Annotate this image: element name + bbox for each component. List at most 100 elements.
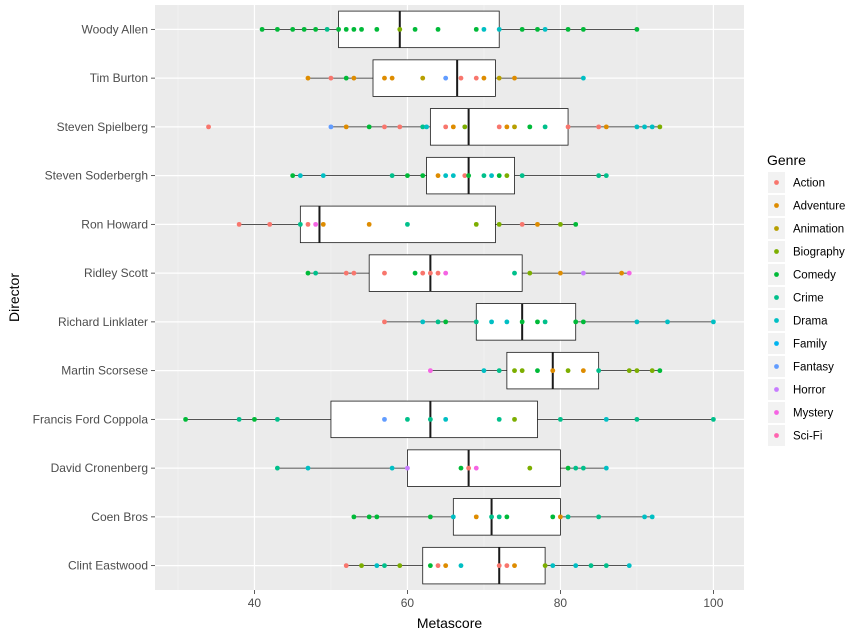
data-point [435, 173, 441, 179]
data-point [504, 173, 510, 179]
data-point [305, 465, 311, 471]
data-point [649, 514, 655, 520]
y-tick-label: Woody Allen [82, 22, 149, 36]
data-point [558, 221, 563, 227]
data-point [389, 465, 395, 471]
legend-label: Drama [793, 316, 828, 328]
data-point [565, 465, 571, 471]
data-point [711, 319, 716, 325]
data-point [550, 368, 556, 374]
data-point [420, 270, 426, 276]
data-point [565, 368, 571, 374]
data-point [466, 173, 472, 179]
data-point [420, 124, 426, 130]
data-point [366, 124, 372, 130]
legend-label: Crime [793, 293, 824, 305]
data-point [236, 221, 242, 227]
data-point [481, 368, 487, 374]
data-point [550, 514, 556, 520]
data-point [290, 26, 296, 32]
data-point [427, 514, 433, 520]
data-point [313, 221, 319, 227]
data-point [496, 173, 502, 179]
data-point [642, 124, 647, 130]
data-point [458, 563, 464, 569]
data-point [542, 26, 548, 32]
data-point [519, 173, 525, 179]
x-tick-label: 80 [554, 596, 568, 610]
legend-swatch [774, 341, 779, 346]
data-point [351, 26, 357, 32]
legend: Genre Action Adventure Animation Biography C… [767, 152, 845, 446]
data-point [405, 465, 410, 471]
legend-label: Family [793, 339, 827, 351]
data-point [626, 368, 632, 374]
data-point [580, 75, 586, 81]
legend-label: Comedy [793, 270, 836, 282]
data-point [481, 26, 487, 32]
legend-label: Biography [793, 247, 845, 259]
data-point [580, 26, 586, 32]
box-iqr [422, 546, 546, 585]
data-point [397, 26, 403, 32]
data-point [473, 465, 479, 471]
data-point [542, 319, 548, 325]
data-point [512, 416, 517, 422]
legend-swatch [774, 295, 779, 300]
data-point [462, 124, 468, 130]
data-point [274, 416, 280, 422]
data-point [343, 75, 349, 81]
box-clint-eastwood [346, 546, 630, 585]
data-point [596, 124, 602, 130]
data-point [634, 416, 640, 422]
y-axis-title: Director [6, 273, 22, 322]
data-point [496, 26, 502, 32]
data-point [665, 319, 670, 325]
legend-label: Animation [793, 224, 844, 236]
data-point [512, 124, 517, 130]
data-point [489, 173, 494, 179]
data-point [301, 26, 307, 32]
data-point [343, 124, 349, 130]
data-point [603, 465, 609, 471]
data-point [550, 563, 556, 569]
data-point [443, 270, 449, 276]
data-point [473, 221, 479, 227]
data-point [343, 270, 349, 276]
x-tick-label: 40 [248, 596, 262, 610]
data-point [649, 124, 655, 130]
data-point [496, 75, 502, 81]
box-david-cronenberg [277, 449, 607, 487]
legend-swatch [774, 249, 779, 254]
data-point [343, 26, 349, 32]
data-point [389, 75, 395, 81]
legend-swatch [774, 318, 779, 323]
data-point [382, 124, 387, 130]
data-point [427, 563, 433, 569]
data-point [573, 563, 579, 569]
data-point [458, 75, 464, 81]
legend-label: Fantasy [793, 362, 834, 374]
data-point [649, 368, 655, 374]
data-point [580, 270, 586, 276]
data-point [558, 270, 563, 276]
data-point [382, 563, 387, 569]
data-point [473, 75, 479, 81]
data-point [596, 368, 602, 374]
legend-swatch [774, 180, 779, 185]
data-point [443, 124, 449, 130]
data-point [481, 75, 487, 81]
data-point [443, 75, 449, 81]
data-point [535, 221, 540, 227]
data-point [462, 173, 468, 179]
data-point [320, 221, 326, 227]
data-point [374, 26, 380, 32]
legend-label: Adventure [793, 201, 845, 213]
data-point [558, 416, 563, 422]
legend-label: Action [793, 178, 825, 190]
data-point [496, 124, 502, 130]
data-point [527, 270, 533, 276]
legend-label: Horror [793, 385, 826, 397]
data-point [305, 270, 311, 276]
data-point [634, 368, 640, 374]
